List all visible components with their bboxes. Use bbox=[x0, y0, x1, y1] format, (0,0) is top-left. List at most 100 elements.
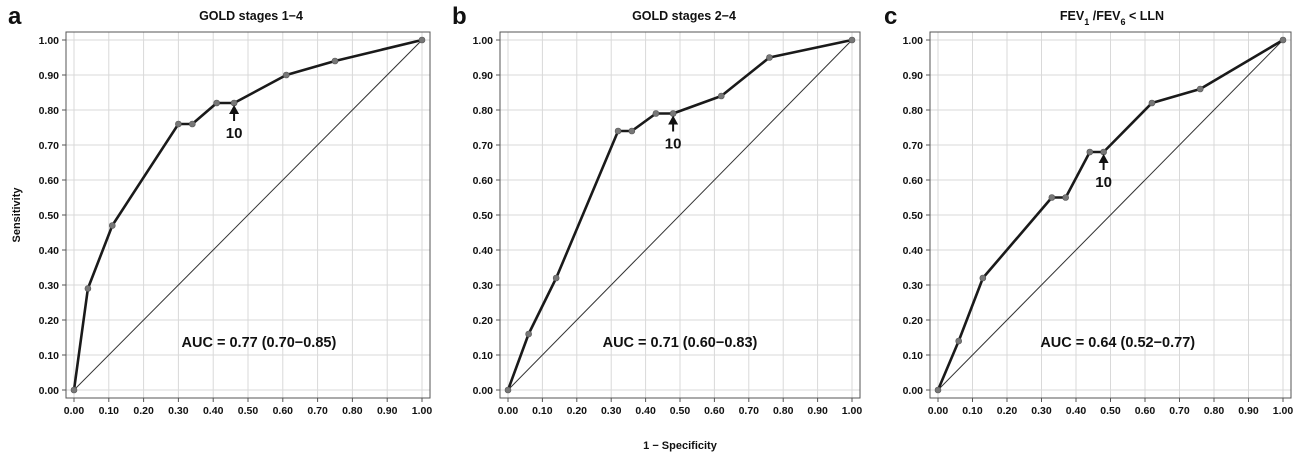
x-tick-label: 0.50 bbox=[670, 405, 691, 417]
roc-point bbox=[525, 330, 532, 338]
roc-point bbox=[979, 274, 987, 282]
x-tick-label: 0.70 bbox=[739, 405, 760, 417]
reference-diagonal-line bbox=[937, 39, 1284, 391]
y-tick-label: 0.30 bbox=[903, 280, 924, 292]
roc-point bbox=[934, 386, 942, 394]
roc-point bbox=[1086, 148, 1094, 156]
x-tick-label: 1.00 bbox=[412, 405, 433, 417]
y-tick-label: 0.70 bbox=[903, 140, 924, 152]
x-tick-label: 0.50 bbox=[238, 405, 259, 417]
x-tick-label: 0.90 bbox=[377, 405, 398, 417]
x-tick-label: 0.20 bbox=[997, 405, 1018, 417]
x-tick-label: 0.20 bbox=[567, 405, 588, 417]
auc-label: AUC = 0.71 (0.60−0.83) bbox=[603, 335, 758, 351]
y-axis-title: Sensitivity bbox=[11, 187, 23, 243]
x-tick-label: 0.40 bbox=[635, 405, 656, 417]
roc-point bbox=[955, 337, 963, 345]
roc-curve-line bbox=[72, 38, 423, 391]
panel-title: GOLD stages 2−4 bbox=[632, 9, 736, 23]
y-tick-label: 0.90 bbox=[39, 70, 60, 82]
roc-point bbox=[213, 99, 220, 107]
y-tick-label: 0.70 bbox=[473, 140, 494, 152]
y-tick-label: 0.50 bbox=[903, 210, 924, 222]
y-tick-label: 0.20 bbox=[39, 315, 60, 327]
y-tick-label: 0.90 bbox=[473, 70, 494, 82]
y-tick-label: 0.10 bbox=[39, 350, 60, 362]
x-tick-label: 0.50 bbox=[1100, 405, 1121, 417]
y-tick-label: 1.00 bbox=[903, 35, 924, 47]
x-tick-label: 0.10 bbox=[962, 405, 983, 417]
x-tick-label: 0.20 bbox=[133, 405, 154, 417]
roc-point bbox=[614, 127, 622, 135]
x-tick-label: 0.00 bbox=[64, 405, 85, 417]
y-tick-label: 0.40 bbox=[473, 245, 494, 257]
y-tick-label: 0.00 bbox=[903, 385, 924, 397]
x-tick-label: 0.80 bbox=[773, 405, 794, 417]
roc-point bbox=[717, 92, 725, 100]
roc-point bbox=[282, 71, 290, 79]
x-tick-label: 0.10 bbox=[99, 405, 120, 417]
y-tick-label: 0.50 bbox=[39, 210, 60, 222]
y-tick-label: 0.00 bbox=[39, 385, 60, 397]
y-tick-label: 0.20 bbox=[903, 315, 924, 327]
x-tick-label: 0.90 bbox=[1238, 405, 1259, 417]
x-tick-label: 0.30 bbox=[168, 405, 189, 417]
y-tick-label: 0.80 bbox=[903, 105, 924, 117]
roc-point bbox=[848, 36, 856, 44]
roc-point bbox=[552, 274, 560, 282]
auc-label: AUC = 0.64 (0.52−0.77) bbox=[1040, 335, 1195, 351]
y-tick-label: 0.30 bbox=[39, 280, 60, 292]
y-tick-label: 0.80 bbox=[39, 105, 60, 117]
x-tick-label: 1.00 bbox=[842, 405, 863, 417]
y-tick-label: 0.00 bbox=[473, 385, 494, 397]
roc-panel-a: 0.00 0.10 0.20 0.30 0.40 0.50 0.60 0.70 0.80 0.90… bbox=[8, 3, 432, 417]
panel-letter: c bbox=[884, 3, 897, 30]
x-tick-label: 0.40 bbox=[203, 405, 224, 417]
panel-letter: b bbox=[452, 3, 467, 30]
reference-diagonal-line bbox=[507, 39, 853, 391]
cutoff-arrow-head bbox=[229, 105, 240, 114]
x-tick-label: 0.30 bbox=[601, 405, 622, 417]
y-tick-label: 0.90 bbox=[903, 70, 924, 82]
x-tick-label: 0.10 bbox=[532, 405, 553, 417]
roc-point bbox=[1062, 194, 1069, 201]
y-tick-label: 0.10 bbox=[903, 350, 924, 362]
roc-point bbox=[766, 54, 773, 61]
y-tick-label: 0.40 bbox=[39, 245, 60, 257]
x-tick-label: 0.90 bbox=[807, 405, 828, 417]
roc-point bbox=[418, 36, 426, 44]
cutoff-arrow-head bbox=[668, 115, 679, 125]
roc-point bbox=[331, 57, 339, 65]
y-tick-label: 1.00 bbox=[473, 35, 494, 47]
y-tick-label: 0.40 bbox=[903, 245, 924, 257]
y-tick-label: 0.50 bbox=[473, 210, 494, 222]
x-tick-label: 1.00 bbox=[1273, 405, 1294, 417]
x-tick-label: 0.60 bbox=[1135, 405, 1156, 417]
x-tick-label: 0.70 bbox=[307, 405, 328, 417]
roc-point bbox=[70, 386, 78, 394]
y-tick-label: 0.80 bbox=[473, 105, 494, 117]
panel-title: FEV1 /FEV6 < LLN bbox=[1060, 9, 1164, 27]
x-tick-label: 0.40 bbox=[1066, 405, 1087, 417]
y-tick-label: 0.30 bbox=[473, 280, 494, 292]
reference-diagonal-line bbox=[73, 39, 423, 391]
roc-point bbox=[1148, 99, 1156, 107]
x-tick-label: 0.00 bbox=[498, 405, 519, 417]
roc-point bbox=[108, 222, 116, 229]
cutoff-label: 10 bbox=[226, 125, 243, 142]
y-tick-label: 0.60 bbox=[39, 175, 60, 187]
roc-point bbox=[628, 127, 636, 135]
roc-panel-c: 0.00 0.10 0.20 0.30 0.40 0.50 0.60 0.70 0.80 0.90… bbox=[884, 3, 1293, 417]
roc-point bbox=[652, 110, 660, 117]
x-tick-label: 0.80 bbox=[1204, 405, 1225, 417]
auc-label: AUC = 0.77 (0.70−0.85) bbox=[182, 335, 337, 351]
cutoff-arrow-head bbox=[1098, 154, 1109, 163]
x-tick-label: 0.60 bbox=[704, 405, 725, 417]
roc-curve-line bbox=[506, 38, 853, 391]
panel-letter: a bbox=[8, 3, 22, 30]
x-tick-label: 0.60 bbox=[273, 405, 294, 417]
x-tick-label: 0.30 bbox=[1031, 405, 1052, 417]
cutoff-label: 10 bbox=[665, 136, 682, 153]
x-tick-label: 0.00 bbox=[928, 405, 949, 417]
